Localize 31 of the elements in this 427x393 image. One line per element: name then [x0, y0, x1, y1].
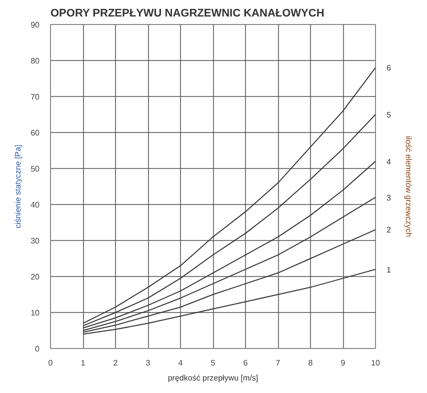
x-tick-label: 1 — [80, 358, 86, 368]
y-tick-label: 0 — [35, 344, 40, 354]
y-tick-label: 50 — [30, 164, 40, 174]
x-tick-label: 8 — [308, 358, 314, 368]
x-tick-label: 7 — [276, 358, 281, 368]
x-tick-label: 4 — [178, 358, 184, 368]
x-tick-label: 2 — [113, 358, 118, 368]
x-tick-label: 5 — [210, 358, 216, 368]
y2-axis-title: ilość elementów grzewczych — [404, 136, 413, 237]
x-tick-label: 3 — [146, 358, 151, 368]
y-tick-label: 90 — [30, 20, 40, 30]
series-label: 3 — [386, 193, 392, 202]
x-axis-title: prędkość przepływu [m/s] — [168, 374, 258, 382]
y-tick-label: 80 — [30, 56, 40, 66]
series-label: 5 — [386, 110, 392, 120]
y-tick-label: 40 — [30, 200, 40, 210]
x-tick-label: 9 — [340, 358, 346, 368]
series-label: 6 — [386, 64, 392, 73]
series-label: 4 — [386, 157, 392, 166]
y-axis-title: ciśnienie statyczne [Pa] — [14, 144, 23, 228]
x-tick-label: 0 — [48, 358, 54, 368]
x-tick-label: 10 — [371, 358, 380, 368]
y-tick-label: 30 — [30, 236, 40, 246]
series-label: 1 — [386, 265, 392, 274]
chart-title: OPORY PRZEPŁYWU NAGRZEWNIC KANAŁOWYCH — [50, 8, 324, 20]
y-tick-label: 20 — [30, 272, 40, 282]
y-tick-label: 70 — [30, 92, 40, 102]
y-tick-label: 60 — [30, 128, 40, 138]
y-tick-label: 10 — [30, 308, 40, 318]
series-label: 2 — [386, 226, 392, 235]
x-tick-label: 6 — [243, 358, 248, 368]
